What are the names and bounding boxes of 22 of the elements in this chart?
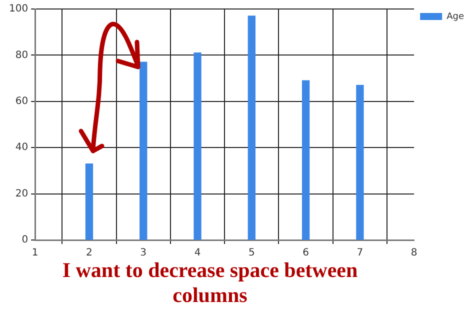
y-tick-label: 80 [15,50,28,61]
x-tick-label: 5 [248,248,255,259]
x-tick-label: 6 [302,248,309,259]
bar [248,16,256,240]
text: I want to decrease space between columns [61,258,359,308]
bar [85,163,94,240]
legend-label: Age [446,12,464,22]
x-tick-label: 4 [194,248,201,259]
bar [140,62,148,240]
y-tick-label: 40 [15,142,28,154]
y-tick-label: 20 [15,188,28,200]
x-tick-label: 7 [356,248,364,259]
y-tick-label: 100 [8,4,28,15]
bar [302,80,310,240]
x-tick-label: 2 [86,248,92,259]
x-tick-label: 8 [410,248,418,259]
y-tick-label: 0 [22,234,28,246]
x-tick-label: 1 [32,248,38,259]
bar [356,84,364,240]
x-tick-label: 3 [140,248,147,259]
bar [194,52,202,240]
y-tick-label: 60 [15,96,28,107]
